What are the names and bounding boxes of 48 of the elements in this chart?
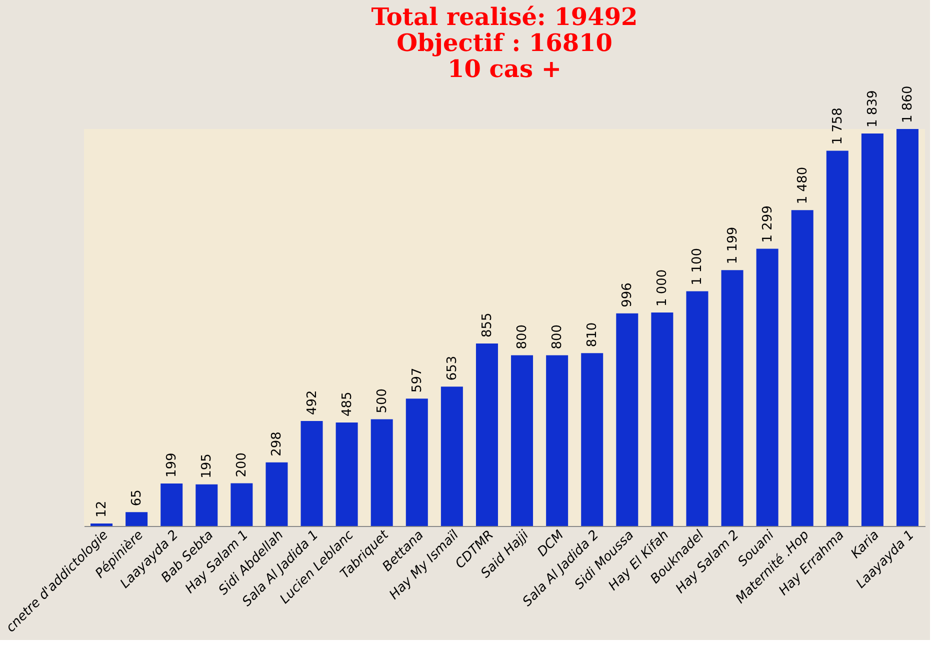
data-label: 597 — [410, 368, 425, 393]
bar — [336, 422, 358, 526]
bar — [756, 248, 778, 526]
bar — [686, 291, 708, 526]
bar — [266, 462, 288, 526]
data-label: 1 100 — [690, 248, 706, 286]
bar — [721, 270, 744, 526]
data-label: 1 480 — [795, 166, 810, 204]
bar — [126, 512, 148, 526]
bar — [546, 355, 568, 526]
bar — [791, 210, 814, 526]
bar — [896, 129, 918, 526]
data-label: 996 — [620, 282, 636, 308]
data-label: 1 758 — [830, 108, 846, 145]
data-label: 1 000 — [655, 269, 670, 307]
bar — [196, 484, 218, 526]
bar — [300, 420, 323, 526]
bar — [406, 398, 428, 526]
data-label: 800 — [515, 324, 530, 350]
data-label: 298 — [270, 432, 285, 456]
data-label: 195 — [200, 454, 215, 478]
bar — [160, 484, 183, 526]
data-label: 12 — [94, 500, 110, 518]
data-label: 653 — [444, 356, 460, 381]
data-label: 855 — [480, 312, 495, 338]
bar — [511, 355, 534, 526]
data-label: 199 — [164, 452, 180, 478]
bar — [616, 313, 638, 526]
data-label: 1 860 — [900, 86, 916, 123]
data-label: 1 199 — [725, 226, 740, 264]
data-label: 1 299 — [760, 206, 776, 243]
bar — [861, 133, 884, 526]
data-label: 500 — [374, 388, 390, 414]
data-label: 485 — [340, 392, 355, 416]
bar — [440, 386, 463, 526]
bar — [826, 150, 848, 526]
data-label: 810 — [585, 322, 600, 348]
data-label: 800 — [550, 324, 566, 350]
bar — [230, 483, 253, 526]
bar — [651, 312, 674, 526]
bar — [90, 523, 113, 526]
bar — [581, 353, 604, 526]
data-label: 200 — [234, 452, 250, 478]
bar — [370, 419, 393, 526]
bar — [476, 344, 498, 526]
data-label: 65 — [130, 490, 145, 506]
data-label: 1 839 — [865, 90, 880, 128]
data-label: 492 — [304, 390, 320, 415]
